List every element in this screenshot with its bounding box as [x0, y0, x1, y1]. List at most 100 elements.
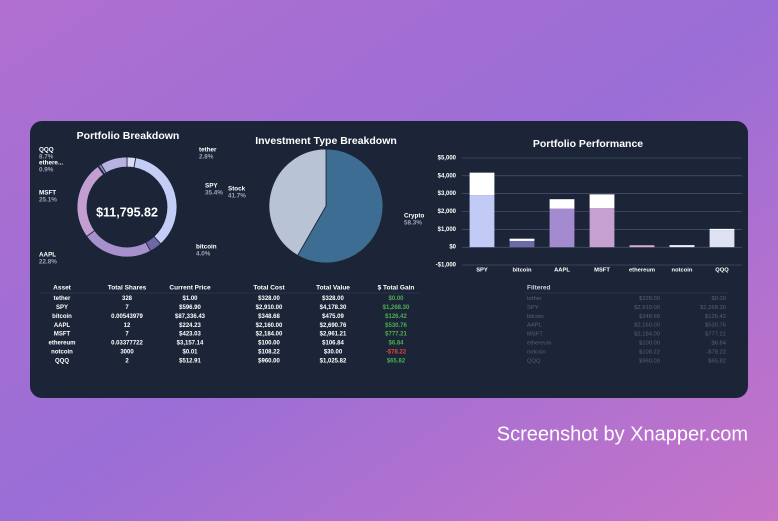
bar-segment	[549, 208, 575, 248]
table-header: Total Cost	[253, 285, 285, 292]
table-cell: $512.91	[179, 358, 201, 364]
table-cell: $328.00	[322, 296, 344, 302]
table-cell: $30.00	[324, 349, 343, 355]
table-cell: SPY	[56, 305, 68, 311]
table-cell: $0.00	[388, 296, 404, 302]
filtered-cell: $2,160.00	[634, 323, 660, 329]
slice-value-label: 25.1%	[39, 197, 57, 204]
table-cell: MSFT	[54, 332, 71, 338]
filtered-cell: -$78.22	[706, 349, 726, 355]
table-cell: ethereum	[48, 341, 75, 347]
x-tick-label: AAPL	[554, 268, 570, 274]
table-cell: $4,178.30	[320, 305, 347, 311]
table-cell: $3,157.14	[177, 341, 204, 347]
table-cell: $475.09	[322, 314, 344, 320]
bar-title: Portfolio Performance	[533, 138, 643, 150]
y-tick-label: $0	[449, 245, 456, 251]
y-tick-label: $5,000	[438, 156, 457, 162]
slice-label: SPY	[205, 183, 218, 190]
slice	[268, 148, 327, 256]
table-cell: tether	[54, 296, 71, 302]
table-cell: $1,025.82	[320, 358, 347, 364]
slice-value-label: 8.7%	[39, 154, 54, 161]
x-tick-label: ethereum	[629, 268, 655, 274]
filtered-title: Filtered	[527, 285, 551, 292]
filtered-cell: $65.82	[708, 358, 726, 364]
slice-label: QQQ	[39, 147, 54, 154]
slice-value-label: 22.8%	[39, 259, 57, 266]
filtered-cell: ethereum	[527, 341, 552, 347]
x-tick-label: SPY	[476, 268, 488, 274]
slice-value-label: 35.4%	[205, 190, 223, 197]
slice-value-label: 0.9%	[39, 167, 54, 174]
slice-value-label: 58.3%	[404, 220, 422, 227]
y-tick-label: $4,000	[438, 173, 457, 179]
filtered-cell: $960.00	[639, 358, 660, 364]
table-cell: $6.84	[388, 341, 404, 347]
slice-label: AAPL	[39, 252, 56, 259]
slice-label: Crypto	[404, 213, 424, 220]
table-header: $ Total Gain	[378, 285, 415, 292]
watermark: Screenshot by Xnapper.com	[497, 423, 748, 445]
x-tick-label: MSFT	[594, 268, 610, 274]
slice-label: MSFT	[39, 190, 56, 197]
table-cell: $2,160.00	[256, 323, 283, 329]
filtered-cell: $530.76	[705, 323, 726, 329]
table-cell: $596.90	[179, 305, 201, 311]
bar-segment	[629, 245, 655, 248]
filtered-cell: $6.84	[711, 341, 726, 347]
table-cell: $100.00	[258, 341, 280, 347]
y-tick-label: $1,000	[438, 227, 457, 233]
bar-segment	[509, 238, 535, 241]
x-tick-label: notcoin	[672, 268, 693, 274]
x-tick-label: bitcoin	[513, 268, 532, 274]
bar-segment	[669, 245, 695, 247]
table-cell: 328	[122, 296, 133, 302]
pie-title: Investment Type Breakdown	[255, 135, 397, 147]
table-cell: AAPL	[54, 323, 71, 329]
slice-label: bitcoin	[196, 244, 217, 251]
filtered-cell: SPY	[527, 305, 539, 311]
table-cell: $1.00	[182, 296, 198, 302]
filtered-cell: tether	[527, 296, 542, 302]
filtered-cell: bitcoin	[527, 314, 544, 320]
table-cell: $423.03	[179, 332, 201, 338]
table-cell: 0.00543979	[111, 314, 143, 320]
filtered-cell: $126.42	[705, 314, 726, 320]
filtered-cell: $108.22	[639, 349, 660, 355]
filtered-cell: $100.00	[639, 341, 660, 347]
filtered-cell: MSFT	[527, 332, 543, 338]
y-tick-label: $3,000	[438, 191, 457, 197]
filtered-cell: notcoin	[527, 349, 546, 355]
y-tick-label: -$1,000	[436, 263, 457, 269]
table-cell: $777.21	[385, 332, 407, 338]
table-cell: 7	[125, 305, 129, 311]
filtered-cell: QQQ	[527, 358, 541, 364]
slice	[297, 148, 384, 264]
bar-segment	[469, 195, 495, 248]
table-cell: $2,910.00	[256, 305, 283, 311]
dashboard-card	[30, 121, 748, 398]
table-cell: 3000	[120, 349, 134, 355]
table-cell: bitcoin	[52, 314, 72, 320]
filtered-cell: $0.00	[711, 296, 726, 302]
table-cell: $2,690.76	[320, 323, 347, 329]
filtered-cell: AAPL	[527, 323, 543, 329]
slice-value-label: 41.7%	[228, 193, 246, 200]
donut-center-label: $11,795.82	[96, 205, 158, 219]
table-header: Total Value	[316, 285, 350, 292]
table-cell: $2,961.21	[320, 332, 347, 338]
slice	[100, 156, 128, 174]
table-cell: $106.84	[322, 341, 344, 347]
table-cell: $126.42	[385, 314, 407, 320]
table-cell: -$78.22	[386, 349, 407, 355]
bar-segment	[509, 240, 535, 248]
table-cell: QQQ	[55, 358, 69, 364]
donut-title: Portfolio Breakdown	[77, 130, 180, 142]
table-header: Current Price	[169, 285, 211, 292]
filtered-cell: $328.00	[639, 296, 660, 302]
slice-label: tether	[199, 147, 217, 154]
table-cell: $1,268.30	[383, 305, 410, 311]
table-cell: $87,336.43	[175, 314, 206, 320]
